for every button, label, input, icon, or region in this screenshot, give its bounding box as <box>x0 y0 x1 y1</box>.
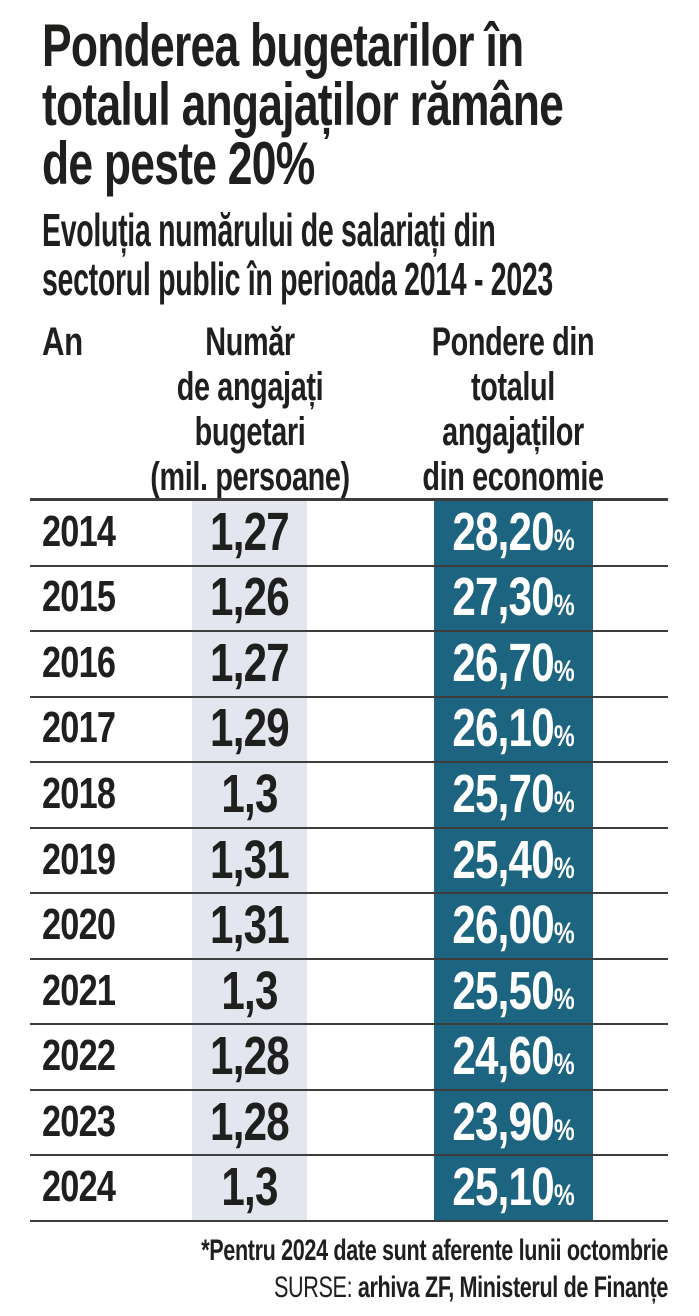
percent-sign: % <box>553 785 575 819</box>
row-year: 2020 <box>42 900 116 950</box>
column-header-share-line: din economie <box>422 455 604 499</box>
table-row: 2024 1,3 25,10% <box>30 1156 668 1223</box>
column-header-employees-line: de angajați <box>176 365 324 409</box>
row-year: 2021 <box>42 965 116 1015</box>
percent-sign: % <box>553 1113 575 1147</box>
table-row: 2016 1,27 26,70% <box>30 632 668 698</box>
percent-sign: % <box>553 654 575 688</box>
row-year: 2014 <box>42 506 116 556</box>
row-share-value: 23,90 <box>452 1091 554 1152</box>
column-header-employees-line: bugetari <box>194 410 306 454</box>
row-share: 24,60% <box>451 1025 575 1087</box>
row-year: 2015 <box>42 572 116 622</box>
title-line-3: de peste 20% <box>42 130 315 197</box>
row-share: 23,90% <box>451 1090 575 1152</box>
column-header-share-line: totalul <box>471 365 555 409</box>
subtitle-line-1: Evoluția numărului de salariați din <box>42 204 496 256</box>
page-title: Ponderea bugetarilor în totalul angajați… <box>42 12 678 197</box>
row-employees: 1,26 <box>210 567 290 628</box>
footer: *Pentru 2024 date sunt aferente lunii oc… <box>8 1232 668 1306</box>
table-row: 2017 1,29 26,10% <box>30 698 668 764</box>
row-year: 2023 <box>42 1096 116 1146</box>
row-employees: 1,27 <box>210 501 290 562</box>
table-row: 2019 1,31 25,40% <box>30 829 668 895</box>
row-employees: 1,29 <box>210 698 290 759</box>
row-share-value: 26,70 <box>452 632 554 693</box>
row-share-value: 25,10 <box>452 1156 554 1217</box>
subtitle-line-2: sectorul public în perioada 2014 - 2023 <box>42 253 553 305</box>
table-row: 2021 1,3 25,50% <box>30 960 668 1026</box>
footnote: *Pentru 2024 date sunt aferente lunii oc… <box>201 1234 668 1267</box>
row-share-value: 25,70 <box>452 763 554 824</box>
row-year: 2017 <box>42 703 116 753</box>
row-employees: 1,28 <box>210 1091 290 1152</box>
percent-sign: % <box>553 851 575 885</box>
row-share: 25,50% <box>451 959 575 1021</box>
row-employees: 1,28 <box>210 1025 290 1086</box>
percent-sign: % <box>553 589 575 623</box>
table-row: 2020 1,31 26,00% <box>30 894 668 960</box>
percent-sign: % <box>553 916 575 950</box>
row-year: 2018 <box>42 768 116 818</box>
column-header-employees: Număr de angajați bugetari (mil. persoan… <box>142 320 358 500</box>
row-share: 26,10% <box>451 697 575 759</box>
row-share: 25,10% <box>451 1156 575 1218</box>
row-employees: 1,3 <box>221 763 278 824</box>
percent-sign: % <box>553 982 575 1016</box>
column-header-share-line: angajaților <box>442 410 584 454</box>
row-year: 2019 <box>42 834 116 884</box>
row-share-value: 24,60 <box>452 1025 554 1086</box>
row-share-value: 25,40 <box>452 829 554 890</box>
row-share: 28,20% <box>451 501 575 563</box>
row-employees: 1,3 <box>221 960 278 1021</box>
employees-column-stripe <box>192 501 307 1222</box>
table-row: 2015 1,26 27,30% <box>30 567 668 633</box>
row-year: 2016 <box>42 637 116 687</box>
title-line-2: totalul angajaților rămâne <box>42 71 564 138</box>
row-employees: 1,31 <box>210 894 290 955</box>
row-share: 26,00% <box>451 894 575 956</box>
row-employees: 1,3 <box>221 1156 278 1217</box>
column-header-year: An <box>42 320 83 364</box>
row-share-value: 28,20 <box>452 501 554 562</box>
column-header-employees-line: Număr <box>205 320 295 364</box>
share-column-stripe <box>434 501 593 1222</box>
row-share-value: 25,50 <box>452 960 554 1021</box>
row-share-value: 26,00 <box>452 894 554 955</box>
title-line-1: Ponderea bugetarilor în <box>42 12 524 79</box>
column-header-share-line: Pondere din <box>431 320 595 364</box>
sources-line: SURSE: arhiva ZF, Ministerul de Finanțe <box>193 1269 668 1306</box>
column-header-share: Pondere din totalul angajaților din econ… <box>405 320 621 500</box>
percent-sign: % <box>553 1047 575 1081</box>
row-share: 27,30% <box>451 566 575 628</box>
table-row: 2023 1,28 23,90% <box>30 1091 668 1157</box>
row-share: 26,70% <box>451 632 575 694</box>
table-row: 2018 1,3 25,70% <box>30 763 668 829</box>
chart-subtitle: Evoluția numărului de salariați din sect… <box>42 206 662 304</box>
row-year: 2024 <box>42 1162 116 1212</box>
table-row: 2022 1,28 24,60% <box>30 1025 668 1091</box>
row-year: 2022 <box>42 1031 116 1081</box>
percent-sign: % <box>553 1178 575 1212</box>
sources-text: arhiva ZF, Ministerul de Finanțe <box>357 1271 668 1304</box>
percent-sign: % <box>553 523 575 557</box>
row-share-value: 26,10 <box>452 698 554 759</box>
sources-label: SURSE: <box>273 1271 353 1304</box>
row-employees: 1,27 <box>210 632 290 693</box>
row-employees: 1,31 <box>210 829 290 890</box>
row-share: 25,40% <box>451 828 575 890</box>
table-row: 2014 1,27 28,20% <box>30 501 668 567</box>
row-share-value: 27,30 <box>452 567 554 628</box>
row-share: 25,70% <box>451 763 575 825</box>
column-header-employees-line: (mil. persoane) <box>150 455 350 499</box>
table-body: 2014 1,27 28,20% 2015 1,26 27,30% 2016 1… <box>30 498 668 1223</box>
percent-sign: % <box>553 720 575 754</box>
